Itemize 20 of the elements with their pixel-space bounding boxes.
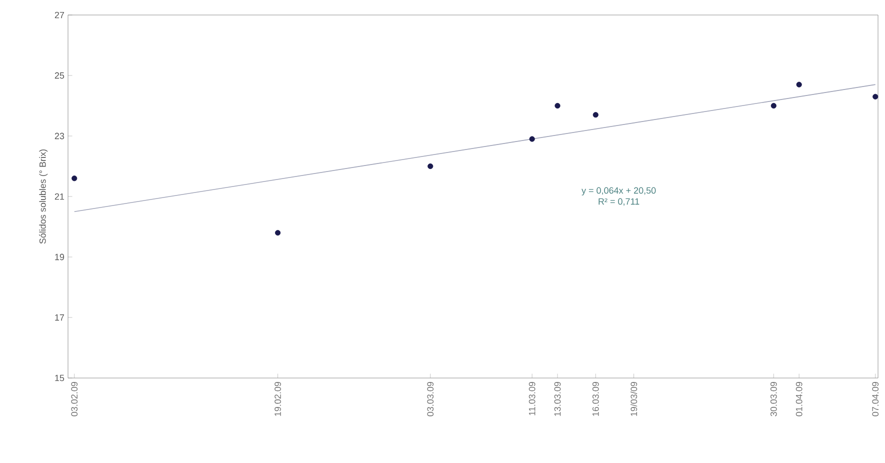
x-tick-label: 19.02.09 [274,382,281,416]
y-tick-label: 27 [54,12,64,18]
x-tick-label: 03.03.09 [427,382,434,416]
y-tick-label: 19 [55,254,64,260]
x-tick-label: 11.03.09 [528,382,536,416]
x-tick-label: 01.04.09 [796,382,802,416]
x-tick-label: 13.03.09 [554,382,561,416]
y-tick-label: 21 [54,193,64,200]
x-tick-label: 16.03.09 [592,382,599,416]
x-tick-label: 03.02.09 [71,382,78,416]
y-tick-label: 15 [55,374,64,382]
y-axis-title: Sólidos solubles (° Brix) [39,150,48,244]
x-tick-label: 30.03.09 [770,382,777,416]
y-tick-label: 23 [54,132,64,140]
x-tick-label: 19/03/09 [630,382,638,416]
y-tick-label: 17 [55,314,64,321]
annotation: y = 0,064x + 20,50 [582,187,656,196]
annotation: R² = 0,711 [598,198,640,206]
x-tick-label: 07.04.09 [872,382,879,416]
y-tick-label: 25 [54,72,64,79]
